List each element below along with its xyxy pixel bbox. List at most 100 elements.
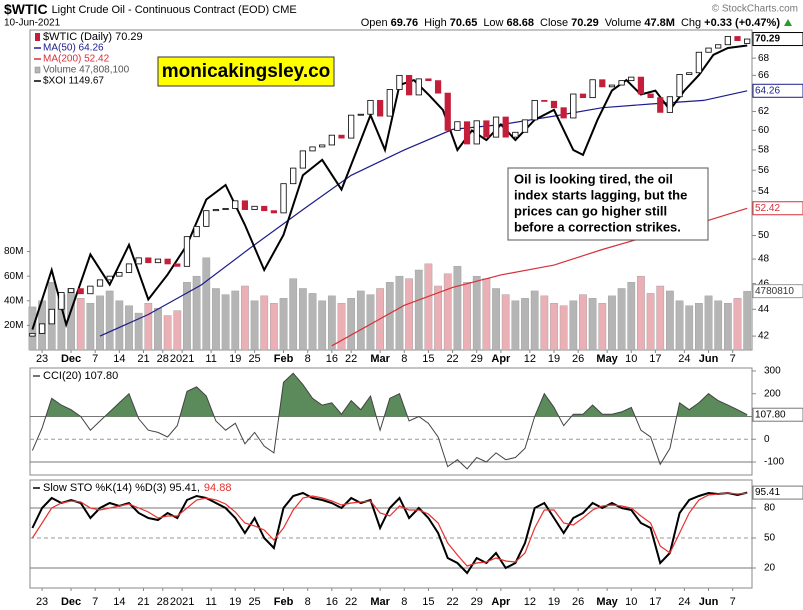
volume-bar bbox=[327, 295, 336, 351]
x-tick-label: 25 bbox=[248, 353, 260, 365]
banner-box bbox=[157, 56, 335, 87]
volume-tick-label: 60M bbox=[4, 271, 23, 282]
volume-bar bbox=[270, 303, 278, 351]
date: 10-Jun-2021 bbox=[4, 18, 61, 29]
x-tick-label: 29 bbox=[471, 353, 483, 365]
x-tick-label: 7 bbox=[92, 596, 98, 608]
y-tick-label: -100 bbox=[764, 457, 784, 468]
y-tick-label: 62 bbox=[758, 106, 770, 117]
x-tick-label: 7 bbox=[730, 596, 736, 608]
y-tick-label: 300 bbox=[764, 366, 781, 377]
candle-body bbox=[348, 114, 355, 139]
volume-bar bbox=[173, 310, 182, 351]
value-box-label: 64.26 bbox=[755, 85, 780, 96]
volume-bar bbox=[318, 300, 327, 351]
volume-bar bbox=[723, 303, 732, 351]
stat-label: High bbox=[424, 17, 447, 29]
volume-bar bbox=[96, 295, 104, 351]
volume-bar bbox=[550, 303, 558, 351]
candle-body bbox=[58, 292, 65, 310]
candle-body bbox=[676, 74, 683, 98]
x-tick-label: 22 bbox=[345, 353, 357, 365]
candle-body bbox=[492, 116, 500, 138]
x-tick-label: 15 bbox=[422, 353, 434, 365]
x-tick-label: Mar bbox=[370, 596, 390, 608]
volume-bar bbox=[579, 294, 587, 351]
volume-bar bbox=[685, 305, 694, 351]
volume-bar bbox=[289, 278, 298, 351]
y-tick-label: 80 bbox=[764, 503, 776, 514]
annotation-line: index starts lagging, but the bbox=[514, 187, 687, 202]
candle-body bbox=[705, 47, 712, 53]
volume-bar bbox=[298, 288, 307, 351]
x-tick-label: Feb bbox=[274, 353, 294, 365]
volume-bar bbox=[105, 290, 114, 351]
volume-bar bbox=[279, 298, 288, 351]
volume-bar bbox=[250, 300, 259, 351]
volume-bar bbox=[463, 282, 471, 351]
ma-line bbox=[99, 90, 748, 337]
x-tick-label: 2021 bbox=[170, 353, 194, 365]
volume-bar bbox=[231, 290, 240, 351]
x-tick-label: 8 bbox=[401, 596, 407, 608]
volume-bar bbox=[492, 288, 500, 351]
indicator-fill bbox=[32, 373, 748, 417]
volume-bar bbox=[192, 275, 201, 351]
x-tick-label: Jun bbox=[699, 596, 719, 608]
stat-value: 70.29 bbox=[571, 17, 599, 29]
candle-body bbox=[319, 144, 326, 148]
x-tick-label: 17 bbox=[649, 353, 661, 365]
candle-body bbox=[715, 44, 722, 49]
volume-bar bbox=[76, 298, 85, 351]
volume-bar bbox=[646, 293, 655, 351]
x-tick-label: 28 bbox=[157, 353, 169, 365]
x-tick-label: Apr bbox=[491, 596, 511, 608]
candle-body bbox=[454, 121, 461, 131]
x-tick-label: 10 bbox=[625, 596, 637, 608]
x-tick-label: 22 bbox=[446, 353, 458, 365]
stat-label: Low bbox=[483, 17, 503, 29]
y-tick-label: 54 bbox=[758, 186, 770, 197]
stat-value: +0.33 (+0.47%) bbox=[704, 17, 780, 29]
volume-bar bbox=[163, 315, 172, 351]
candle-body bbox=[135, 257, 142, 265]
candle-body bbox=[377, 99, 384, 117]
volume-bar bbox=[627, 282, 636, 351]
stat-value: 47.8M bbox=[644, 17, 675, 29]
value-box bbox=[752, 201, 803, 216]
x-tick-label: 14 bbox=[113, 596, 125, 608]
x-tick-label: 28 bbox=[157, 596, 169, 608]
volume-bar bbox=[733, 298, 742, 351]
annotation-box bbox=[507, 167, 709, 241]
x-tick-label: 26 bbox=[572, 353, 584, 365]
candle-body bbox=[222, 208, 229, 210]
volume-bar bbox=[260, 295, 269, 351]
stat-label: Chg bbox=[681, 17, 701, 29]
volume-bar bbox=[347, 298, 356, 351]
stat-value: 70.65 bbox=[450, 17, 478, 29]
y-tick-label: 50 bbox=[758, 230, 770, 241]
volume-bar bbox=[482, 278, 491, 351]
x-tick-label: 2021 bbox=[170, 596, 194, 608]
x-tick-label: 19 bbox=[548, 596, 560, 608]
sto-panel bbox=[29, 479, 753, 589]
candle-body bbox=[328, 134, 335, 146]
volume-bar bbox=[308, 293, 317, 351]
x-tick-label: 24 bbox=[678, 596, 690, 608]
candle-body bbox=[299, 150, 306, 169]
candle-body bbox=[695, 51, 702, 74]
x-tick-label: Dec bbox=[61, 353, 81, 365]
y-tick-label: 48 bbox=[758, 254, 770, 265]
indicator-line bbox=[31, 372, 748, 470]
candle-body bbox=[406, 74, 413, 96]
legend-label: MA(50) 64.26 bbox=[43, 43, 104, 54]
volume-bar bbox=[540, 295, 549, 351]
candle-body bbox=[744, 38, 751, 44]
candle-body bbox=[647, 93, 654, 99]
volume-bar bbox=[443, 273, 452, 351]
value-box-label: 70.29 bbox=[755, 34, 780, 45]
volume-bar bbox=[212, 288, 220, 351]
x-tick-label: 23 bbox=[36, 596, 48, 608]
x-tick-label: Jun bbox=[699, 353, 719, 365]
